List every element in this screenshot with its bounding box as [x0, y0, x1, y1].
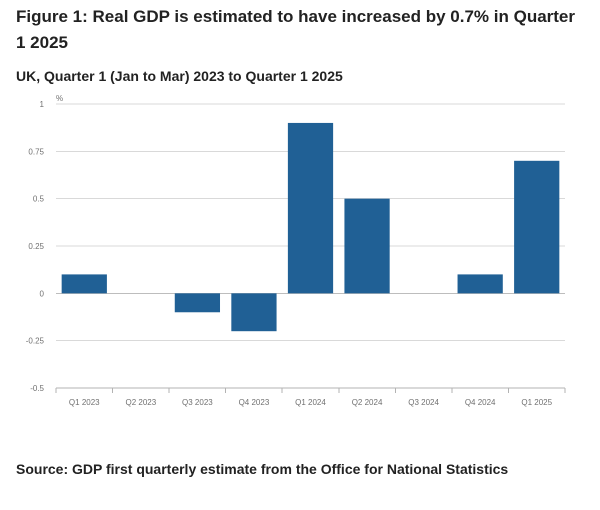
x-tick-label: Q2 2024	[352, 398, 383, 407]
bar[interactable]	[514, 160, 560, 294]
y-tick-label: 1	[40, 100, 45, 109]
x-tick-label: Q3 2023	[182, 398, 213, 407]
x-tick-label: Q4 2024	[465, 398, 496, 407]
x-tick-label: Q3 2024	[408, 398, 439, 407]
bar[interactable]	[61, 274, 107, 294]
chart-title: Figure 1: Real GDP is estimated to have …	[16, 7, 575, 52]
chart-subtitle: UK, Quarter 1 (Jan to Mar) 2023 to Quart…	[16, 68, 343, 84]
x-tick-label: Q1 2024	[295, 398, 326, 407]
y-tick-label: 0.25	[28, 242, 44, 251]
bar[interactable]	[457, 274, 503, 294]
y-axis-unit-label: %	[56, 94, 63, 103]
source-note: Source: GDP first quarterly estimate fro…	[16, 461, 509, 477]
x-tick-label: Q4 2023	[239, 398, 270, 407]
y-tick-label: -0.25	[26, 337, 45, 346]
y-axis-ticks: 1 0.75 0.5 0.25 0 -0.25 -0.5	[26, 100, 45, 393]
bars	[61, 122, 560, 332]
y-tick-label: -0.5	[30, 384, 44, 393]
x-tick-label: Q1 2025	[521, 398, 552, 407]
bar[interactable]	[174, 293, 221, 313]
y-tick-label: 0.75	[28, 147, 44, 156]
x-tick-label: Q2 2023	[125, 398, 156, 407]
x-tick-label: Q1 2023	[69, 398, 100, 407]
x-axis: Q1 2023 Q2 2023 Q3 2023 Q4 2023 Q1 2024 Q2 20…	[55, 388, 566, 407]
gdp-bar-chart: 10.750.50.250-0.25-0.5 % Q1 2023 Q2 2023 Q…	[26, 94, 566, 407]
y-tick-label: 0	[40, 289, 45, 298]
y-tick-label: 0.5	[33, 195, 45, 204]
bar[interactable]	[344, 198, 390, 294]
bar[interactable]	[231, 293, 277, 332]
bar[interactable]	[287, 122, 334, 294]
